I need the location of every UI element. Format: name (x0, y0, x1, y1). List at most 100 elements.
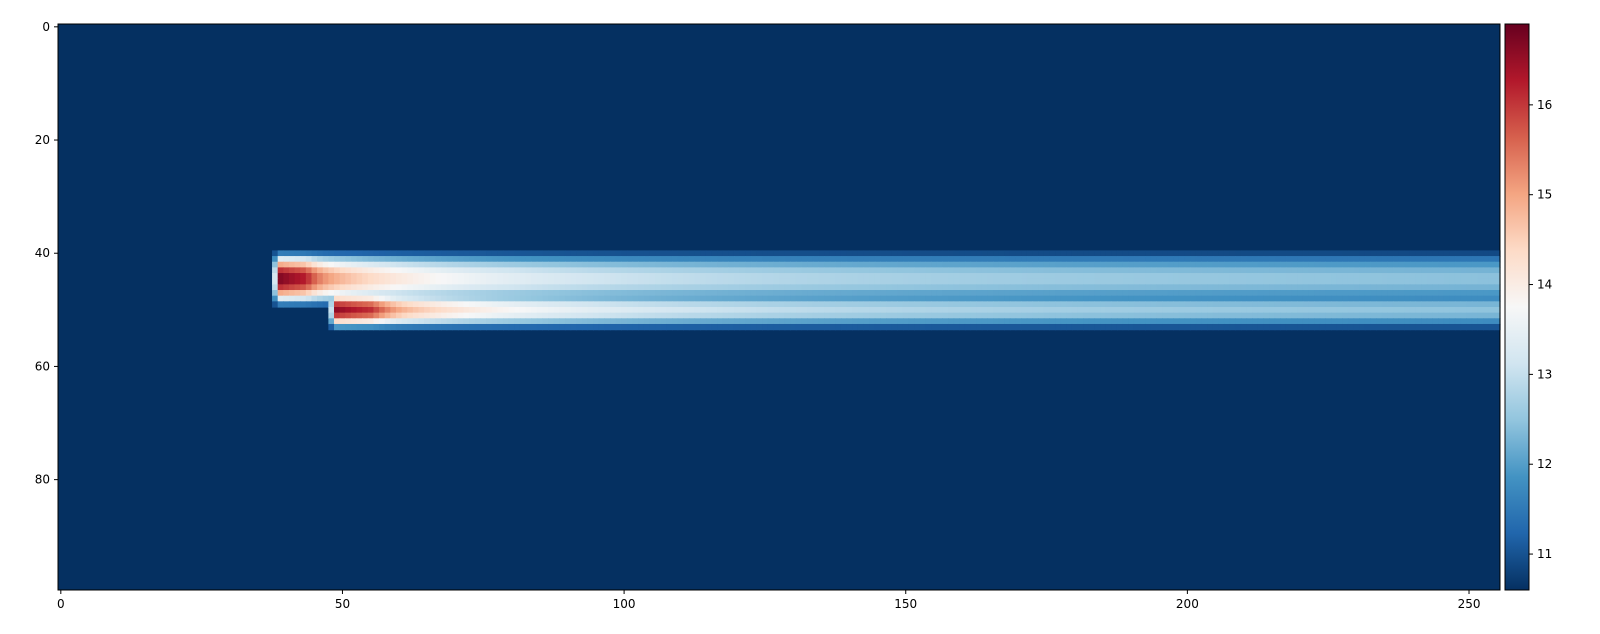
heatmap-cell (914, 290, 921, 297)
heatmap-cell (604, 323, 611, 331)
heatmap-cell (1257, 290, 1265, 297)
heatmap-cell (1071, 318, 1079, 325)
heatmap-cell (857, 284, 865, 291)
heatmap-cell (1009, 312, 1017, 319)
heatmap-cell (1319, 301, 1326, 308)
heatmap-cell (581, 284, 589, 291)
heatmap-cell (993, 301, 1000, 308)
heatmap-cell (418, 278, 425, 285)
heatmap-cell (1359, 312, 1366, 319)
heatmap-cell (1494, 301, 1501, 308)
heatmap-cell (683, 250, 690, 257)
heatmap-cell (987, 256, 994, 263)
heatmap-cell (1342, 267, 1349, 274)
heatmap-cell (1381, 284, 1388, 291)
heatmap-cell (536, 250, 544, 257)
heatmap-cell (739, 323, 746, 331)
heatmap-cell (812, 318, 820, 325)
heatmap-cell (745, 323, 752, 331)
heatmap-cell (429, 278, 436, 285)
heatmap-cell (1167, 312, 1174, 319)
heatmap-cell (891, 278, 898, 285)
heatmap-cell (914, 278, 921, 285)
heatmap-cell (486, 278, 493, 285)
heatmap-cell (1111, 250, 1118, 257)
heatmap-cell (1094, 273, 1101, 280)
heatmap-cell (587, 250, 594, 257)
heatmap-cell (604, 267, 611, 274)
heatmap-cell (1116, 290, 1124, 297)
heatmap-cell (964, 261, 972, 268)
heatmap-cell (1173, 301, 1180, 308)
heatmap-cell (311, 284, 318, 291)
heatmap-cell (570, 261, 577, 268)
heatmap-cell (441, 273, 448, 280)
heatmap-cell (1083, 301, 1090, 308)
heatmap-cell (874, 284, 881, 291)
heatmap-cell (1173, 250, 1180, 257)
heatmap-cell (643, 284, 651, 291)
heatmap-cell (1139, 312, 1146, 319)
heatmap-cell (993, 295, 1000, 302)
heatmap-cell (1421, 318, 1428, 325)
heatmap-cell (1291, 273, 1298, 280)
heatmap-cell (1353, 273, 1360, 280)
heatmap-cell (660, 261, 667, 268)
heatmap-cell (762, 273, 769, 280)
heatmap-cell (1055, 256, 1062, 263)
heatmap-cell (762, 295, 769, 302)
heatmap-cell (1269, 256, 1276, 263)
heatmap-cell (812, 250, 820, 257)
heatmap-cell (1111, 267, 1118, 274)
heatmap-cell (1415, 290, 1422, 297)
heatmap-cell (435, 290, 442, 297)
heatmap-cell (846, 323, 853, 331)
heatmap-cell (638, 261, 645, 268)
heatmap-cell (317, 256, 324, 263)
heatmap-cell (1285, 312, 1293, 319)
heatmap-cell (852, 295, 859, 302)
heatmap-cell (1094, 284, 1101, 291)
heatmap-cell (835, 267, 842, 274)
heatmap-cell (429, 290, 436, 297)
heatmap-cell (1336, 273, 1343, 280)
heatmap-cell (345, 290, 352, 297)
heatmap-cell (334, 267, 341, 274)
heatmap-cell (311, 256, 318, 263)
heatmap-cell (750, 312, 758, 319)
heatmap-cell (581, 307, 589, 314)
heatmap-cell (305, 295, 313, 302)
heatmap-cell (626, 284, 634, 291)
heatmap-cell (429, 256, 436, 263)
heatmap-cell (1133, 290, 1141, 297)
heatmap-cell (1156, 273, 1163, 280)
heatmap-cell (835, 312, 842, 319)
heatmap-cell (1460, 307, 1467, 314)
heatmap-cell (1308, 295, 1315, 302)
heatmap-cell (818, 261, 825, 268)
heatmap-cell (508, 312, 515, 319)
heatmap-cell (1133, 307, 1141, 314)
heatmap-cell (548, 273, 555, 280)
heatmap-cell (947, 323, 955, 331)
heatmap-cell (1212, 267, 1219, 274)
heatmap-cell (525, 256, 532, 263)
heatmap-cell (1071, 290, 1079, 297)
heatmap-cell (626, 323, 634, 331)
x-tick-label: 200 (1176, 597, 1199, 611)
heatmap-cell (1297, 284, 1304, 291)
heatmap-cell (1398, 301, 1405, 308)
heatmap-cell (919, 307, 927, 314)
heatmap-cell (395, 267, 403, 274)
heatmap-cell (812, 312, 820, 319)
heatmap-cell (317, 290, 324, 297)
heatmap-cell (322, 250, 329, 257)
heatmap-cell (474, 267, 482, 274)
heatmap-cell (1015, 273, 1022, 280)
heatmap-cell (700, 267, 707, 274)
heatmap-cell (525, 295, 532, 302)
heatmap-cell (621, 256, 628, 263)
heatmap-cell (441, 301, 448, 308)
heatmap-cell (998, 261, 1005, 268)
heatmap-cell (1156, 295, 1163, 302)
